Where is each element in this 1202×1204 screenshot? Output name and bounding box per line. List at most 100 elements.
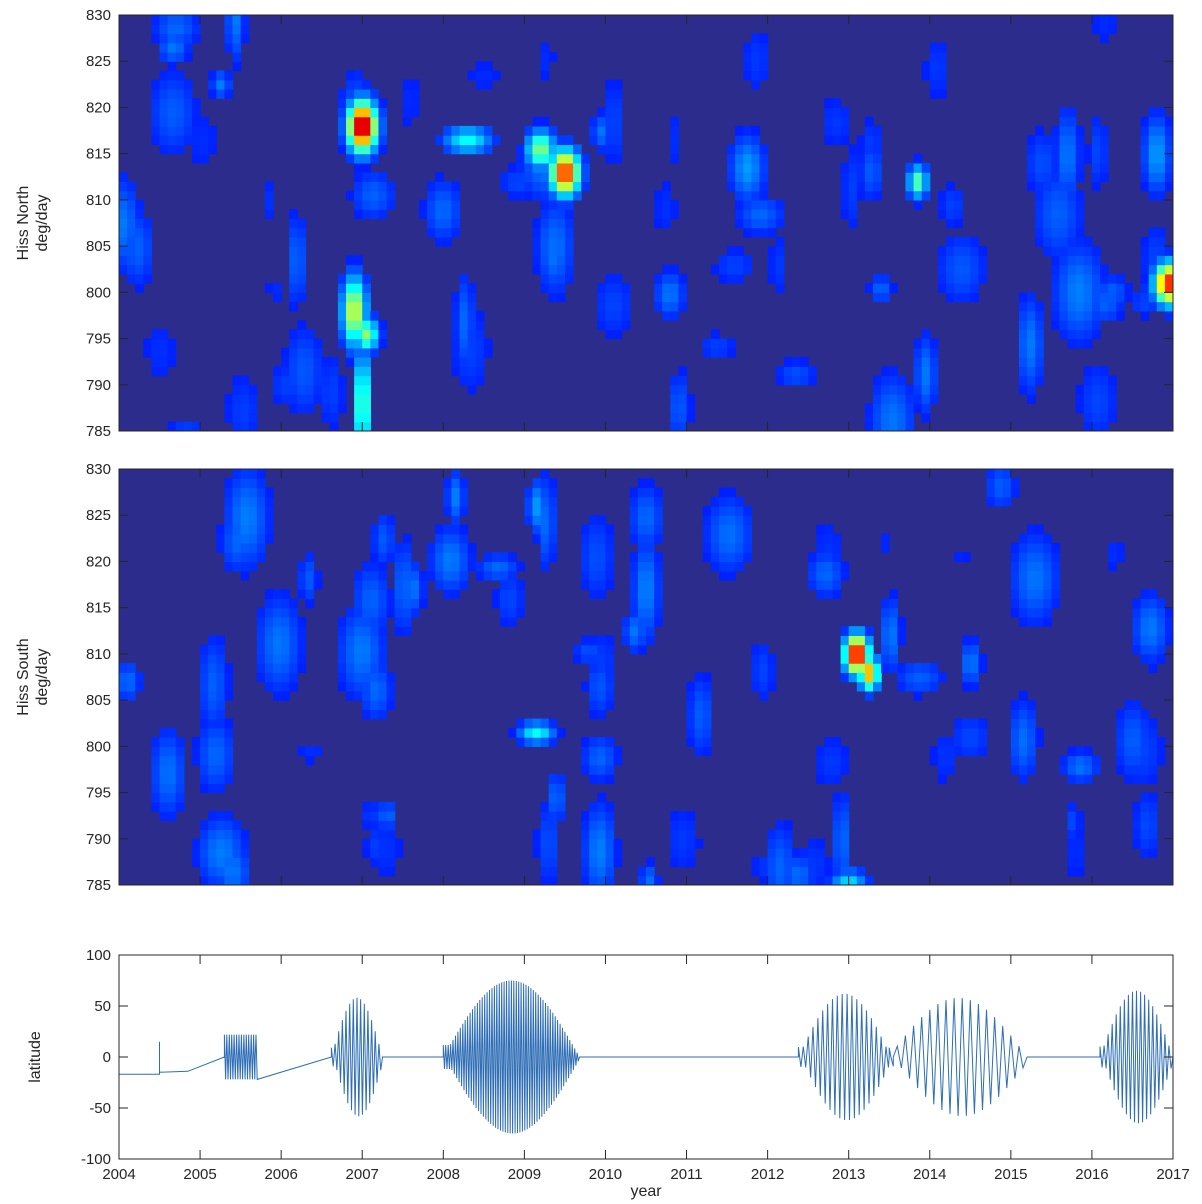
heatmap-cell (273, 663, 282, 673)
heatmap-cell (370, 829, 380, 840)
heatmap-cell (248, 394, 258, 404)
heatmap-cell (735, 199, 744, 210)
heatmap-cell (208, 848, 217, 858)
heatmap-cell (297, 255, 307, 266)
y-tick-label: 795 (86, 785, 111, 802)
heatmap-cell (637, 875, 647, 885)
heatmap-cell (646, 570, 655, 581)
heatmap-cell (605, 273, 615, 284)
heatmap-cell (589, 570, 598, 581)
heatmap-cell (589, 653, 598, 664)
heatmap-cell (362, 107, 371, 118)
heatmap-cell (216, 644, 225, 655)
heatmap-cell (589, 774, 598, 784)
heatmap-cell (183, 135, 193, 146)
heatmap-cell (832, 552, 842, 563)
heatmap-cell (597, 709, 607, 720)
heatmap-cell (337, 292, 347, 303)
heatmap-cell (921, 394, 931, 404)
heatmap-cell (289, 209, 298, 219)
heatmap-cell (175, 783, 185, 794)
heatmap-cell (735, 552, 744, 563)
heatmap-cell (362, 607, 371, 618)
heatmap-cell (370, 616, 380, 627)
heatmap-cell (443, 542, 453, 553)
heatmap-cell (905, 672, 915, 683)
heatmap-cell (678, 820, 688, 831)
heatmap-cell (240, 570, 250, 581)
heatmap-cell (1164, 273, 1173, 284)
heatmap-cell (1010, 487, 1020, 498)
heatmap-cell (1059, 125, 1069, 136)
heatmap-cell (727, 338, 736, 349)
heatmap-cell (710, 329, 720, 340)
heatmap-cell (597, 875, 607, 885)
y-tick-label: 50 (94, 998, 111, 1015)
heatmap-cell (451, 181, 461, 192)
heatmap-cell (216, 700, 225, 710)
heatmap-cell (573, 144, 582, 155)
heatmap-cell (816, 838, 825, 849)
heatmap-cell (873, 384, 882, 395)
heatmap-cell (191, 107, 201, 118)
heatmap-cell (1083, 320, 1093, 330)
heatmap-cell (1116, 542, 1125, 553)
heatmap-cell (840, 190, 850, 201)
heatmap-cell (970, 644, 980, 655)
heatmap-cell (151, 357, 161, 367)
heatmap-cell (524, 162, 534, 173)
heatmap-cell (467, 552, 477, 563)
heatmap-cell (848, 153, 858, 164)
heatmap-cell (175, 116, 185, 127)
heatmap-cell (1164, 292, 1173, 303)
heatmap-cell (808, 857, 817, 868)
heatmap-cell (1067, 292, 1077, 303)
heatmap-cell (305, 598, 315, 609)
heatmap-cell (1027, 366, 1036, 377)
heatmap-cell (564, 227, 574, 238)
heatmap-cell (216, 635, 225, 646)
heatmap-cell (516, 598, 525, 609)
heatmap-cell (370, 672, 380, 683)
heatmap-cell (167, 70, 177, 81)
heatmap-cell (1156, 283, 1166, 293)
heatmap-cell (897, 403, 907, 414)
heatmap-cell (443, 589, 453, 600)
heatmap-cell (305, 746, 315, 757)
heatmap-cell (605, 635, 615, 646)
heatmap-cell (702, 505, 712, 516)
heatmap-cell (937, 273, 947, 284)
heatmap-cell (1132, 746, 1142, 757)
heatmap-cell (459, 320, 469, 330)
heatmap-cell (783, 375, 793, 386)
heatmap-cell (1018, 542, 1028, 553)
heatmap-cell (289, 357, 298, 367)
heatmap-cell (548, 273, 558, 284)
heatmap-cell (783, 848, 793, 858)
heatmap-cell (370, 209, 380, 219)
heatmap-cell (1075, 190, 1085, 201)
heatmap-cell (1156, 301, 1166, 312)
heatmap-cell (937, 737, 947, 747)
heatmap-cell (451, 579, 461, 590)
heatmap-cell (881, 375, 890, 386)
heatmap-cell (1075, 283, 1085, 293)
heatmap-cell (224, 561, 234, 572)
heatmap-cell (1018, 329, 1028, 340)
heatmap-cell (735, 135, 744, 146)
heatmap-cell (881, 403, 890, 414)
heatmap-cell (962, 644, 971, 655)
heatmap-cell (362, 153, 371, 164)
heatmap-cell (451, 570, 461, 581)
heatmap-cell (1043, 172, 1052, 182)
heatmap-cell (694, 746, 704, 757)
heatmap-cell (467, 301, 477, 312)
heatmap-cell (1164, 125, 1173, 136)
heatmap-cell (256, 542, 266, 553)
heatmap-cell (751, 33, 761, 44)
heatmap-cell (873, 153, 882, 164)
heatmap-cell (913, 366, 923, 377)
heatmap-cell (945, 190, 955, 201)
heatmap-cell (881, 607, 890, 618)
